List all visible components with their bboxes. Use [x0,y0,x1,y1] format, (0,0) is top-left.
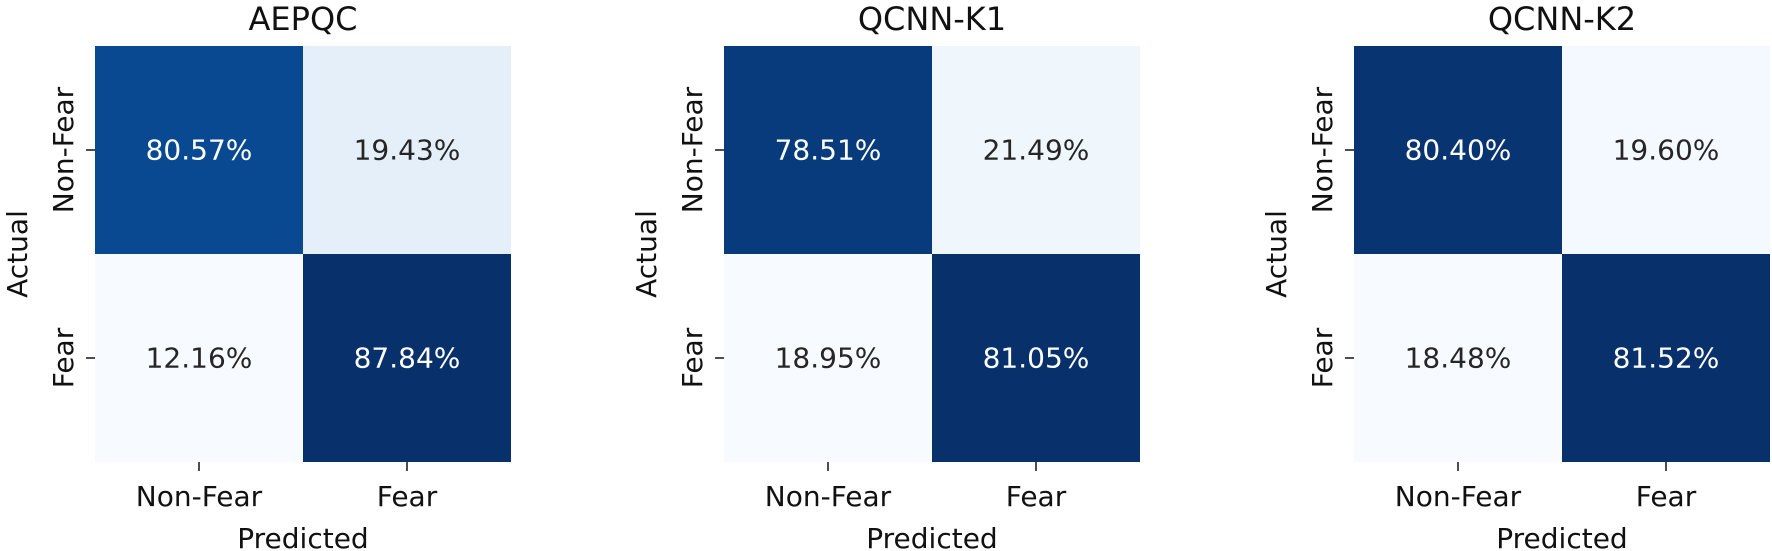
cell-value-label-2-1-1: 81.52% [1613,342,1720,375]
heatmap-cell-2-1-1 [1562,254,1770,462]
chart-title-2: QCNN-K2 [1488,0,1636,38]
cell-value-label-2-1-0: 18.48% [1405,342,1512,375]
x-tick-label-1-0: Non-Fear [765,480,892,513]
chart-title-1: QCNN-K1 [858,0,1006,38]
x-tick-label-1-1: Fear [1006,480,1067,513]
y-tick-label-2-0: Non-Fear [1306,86,1339,213]
heatmap-cell-1-1-1 [932,254,1140,462]
y-tick-label-0-0: Non-Fear [47,86,80,213]
x-tick-label-2-0: Non-Fear [1395,480,1522,513]
y-axis-label-2: Actual [1260,210,1293,298]
cell-value-label-1-1-0: 18.95% [775,342,882,375]
heatmap-cell-0-0-0 [95,46,303,254]
heatmap-cell-0-0-1 [303,46,511,254]
cell-value-label-0-1-0: 12.16% [146,342,253,375]
y-tick-label-0-1: Fear [47,327,80,388]
y-axis-label-0: Actual [1,210,34,298]
heatmap-cell-0-1-1 [303,254,511,462]
heatmap-cell-2-0-1 [1562,46,1770,254]
y-axis-label-1: Actual [630,210,663,298]
cell-value-label-0-0-0: 80.57% [146,134,253,167]
heatmap-cell-1-1-0 [724,254,932,462]
heatmap-cell-0-1-0 [95,254,303,462]
cell-value-label-0-0-1: 19.43% [354,134,461,167]
chart-title-0: AEPQC [249,0,358,38]
cell-value-label-1-0-1: 21.49% [983,134,1090,167]
heatmap-cell-1-0-1 [932,46,1140,254]
y-tick-label-1-0: Non-Fear [676,86,709,213]
y-tick-label-1-1: Fear [676,327,709,388]
x-tick-label-0-0: Non-Fear [136,480,263,513]
heatmap-cell-1-0-0 [724,46,932,254]
cell-value-label-2-0-1: 19.60% [1613,134,1720,167]
cell-value-label-0-1-1: 87.84% [354,342,461,375]
heatmap-cell-2-1-0 [1354,254,1562,462]
cell-value-label-1-1-1: 81.05% [983,342,1090,375]
heatmap-cell-2-0-0 [1354,46,1562,254]
x-tick-label-0-1: Fear [377,480,438,513]
cell-value-label-1-0-0: 78.51% [775,134,882,167]
y-tick-label-2-1: Fear [1306,327,1339,388]
x-axis-label-0: Predicted [237,522,368,551]
x-axis-label-2: Predicted [1496,522,1627,551]
x-tick-label-2-1: Fear [1636,480,1697,513]
x-axis-label-1: Predicted [866,522,997,551]
cell-value-label-2-0-0: 80.40% [1405,134,1512,167]
